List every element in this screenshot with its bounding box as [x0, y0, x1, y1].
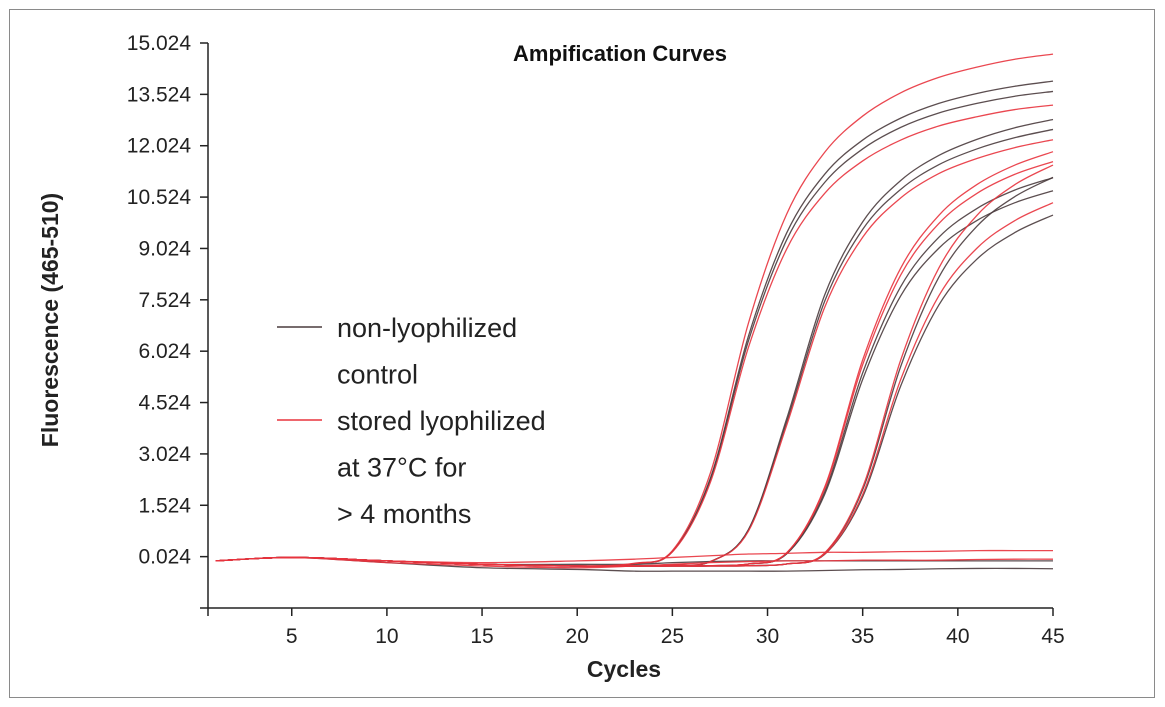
y-tick-label: 1.524 [138, 494, 191, 517]
series-line-stored-lyophilized-16 [215, 549, 1053, 564]
x-tick-label: 35 [851, 625, 874, 648]
y-axis-label: Fluorescence (465-510) [37, 193, 63, 447]
x-tick-label: 10 [375, 625, 398, 648]
y-tick-label: 0.024 [138, 546, 191, 569]
y-tick-label: 4.524 [138, 392, 191, 415]
y-tick-label: 9.024 [138, 237, 191, 260]
series-line-stored-lyophilized-15 [215, 202, 1054, 567]
y-tick-label: 6.024 [138, 340, 191, 363]
legend-label-stored-lyophilized: at 37°C for [337, 453, 466, 483]
series-layer [215, 53, 1054, 572]
legend-label-non-lyophilized: non-lyophilized [337, 313, 517, 343]
x-tick-label: 20 [566, 625, 589, 648]
series-line-stored-lyophilized-1 [215, 53, 1054, 567]
legend-label-stored-lyophilized: stored lyophilized [337, 406, 546, 436]
axes-layer: 0.024 1.524 3.024 4.524 6.024 7.524 9.024 10.52… [127, 32, 1065, 648]
chart-title: Ampification Curves [513, 41, 727, 66]
y-tick-label: 3.024 [138, 443, 191, 466]
series-line-stored-lyophilized-18 [215, 556, 1054, 569]
x-axis-label: Cycles [587, 656, 661, 682]
x-tick-label: 25 [661, 625, 684, 648]
y-tick-label: 10.524 [127, 186, 192, 209]
series-line-non-lyophilized-19 [215, 556, 1054, 572]
x-tick-label: 40 [946, 625, 969, 648]
y-tick-label: 12.024 [127, 135, 192, 158]
legend: non-lyophilized control stored lyophilized… [277, 313, 546, 529]
y-tick-label: 7.524 [138, 289, 191, 312]
chart-frame [9, 9, 1155, 698]
y-tick-label: 13.524 [127, 83, 192, 106]
y-tick-label: 15.024 [127, 32, 192, 55]
x-tick-label: 5 [286, 625, 298, 648]
legend-label-stored-lyophilized: > 4 months [337, 499, 471, 529]
x-tick-label: 45 [1041, 625, 1064, 648]
x-tick-label: 15 [470, 625, 493, 648]
legend-label-non-lyophilized: control [337, 360, 418, 390]
x-tick-label: 30 [756, 625, 779, 648]
